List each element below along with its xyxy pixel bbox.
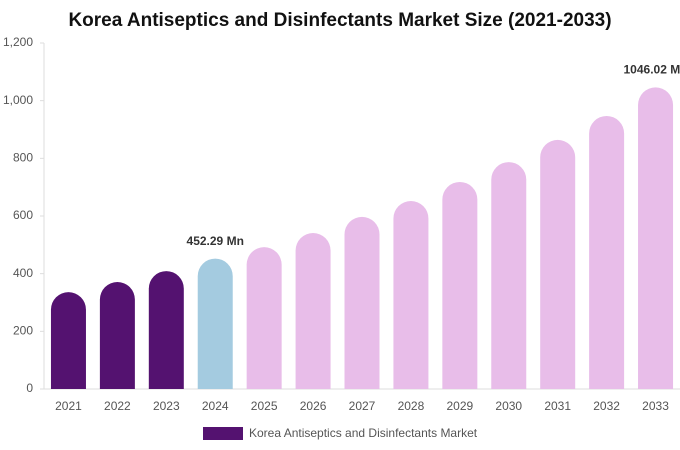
y-tick-label: 600 [13,208,33,222]
chart-title: Korea Antiseptics and Disinfectants Mark… [68,10,611,31]
x-tick-label: 2029 [446,399,473,413]
bar [99,282,135,389]
x-tick-label: 2033 [642,399,669,413]
bar [589,115,625,389]
bar [393,201,429,389]
y-tick-label: 800 [13,151,33,165]
x-tick-label: 2031 [544,399,571,413]
bar [50,292,86,389]
x-tick-label: 2021 [55,399,82,413]
legend-swatch [203,427,243,440]
legend-label: Korea Antiseptics and Disinfectants Mark… [249,426,478,440]
y-tick-label: 400 [13,266,33,280]
bar [197,258,233,389]
bar [491,162,527,389]
x-tick-label: 2032 [593,399,620,413]
data-label: 1046.02 Mn [624,63,680,77]
bar [638,87,674,389]
x-tick-label: 2027 [349,399,376,413]
bar [442,181,478,389]
y-tick-label: 1,000 [3,93,33,107]
y-tick-label: 1,200 [3,35,33,49]
x-tick-label: 2022 [104,399,131,413]
y-tick-label: 0 [26,381,33,395]
x-tick-label: 2026 [300,399,327,413]
x-tick-label: 2023 [153,399,180,413]
bar [246,247,282,389]
x-tick-label: 2028 [398,399,425,413]
bar [540,139,576,389]
bar [295,233,331,389]
bar [344,216,380,389]
x-tick-label: 2025 [251,399,278,413]
data-label: 452.29 Mn [187,234,244,248]
x-tick-label: 2030 [495,399,522,413]
bar [148,271,184,389]
y-tick-label: 200 [13,324,33,338]
x-tick-label: 2024 [202,399,229,413]
